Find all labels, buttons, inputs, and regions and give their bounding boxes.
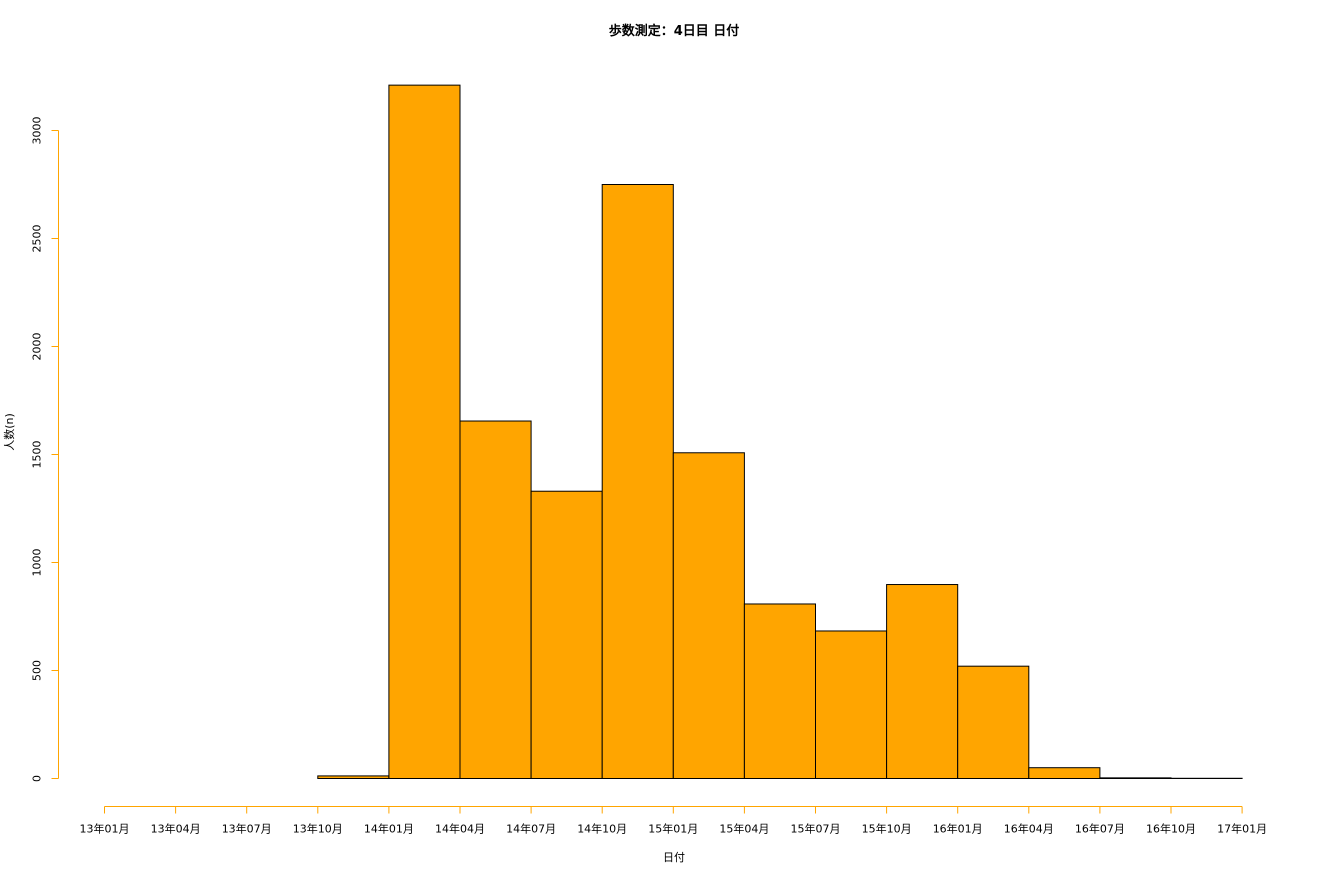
x-axis: 13年01月 13年04月 13年07月 13年10月 14年01月 14年04月 14年0…: [80, 806, 1267, 836]
x-tick-label: 13年04月: [151, 822, 201, 836]
x-tick-label: 13年01月: [80, 822, 130, 836]
y-axis-label: 人数(n): [3, 413, 16, 451]
x-tick-label: 14年07月: [506, 822, 556, 836]
x-tick-label: 14年04月: [435, 822, 485, 836]
histogram-bar: [886, 584, 959, 779]
y-axis: 0 500 1000 1500 2000 2500 3000: [31, 117, 59, 782]
x-tick-label: 15年01月: [648, 822, 698, 836]
y-tick-label: 2000: [31, 333, 44, 361]
x-tick-label: 16年10月: [1146, 822, 1196, 836]
histogram-bar: [1028, 767, 1101, 780]
y-tick-label: 0: [31, 775, 44, 782]
x-tick-label: 17年01月: [1217, 822, 1267, 836]
y-tick-label: 3000: [31, 117, 44, 145]
x-tick-label: 16年04月: [1004, 822, 1054, 836]
y-tick-label: 1000: [31, 549, 44, 577]
histogram-bar: [672, 452, 745, 779]
histogram-bar: [743, 603, 817, 779]
histogram-bar: [601, 184, 674, 779]
x-tick-label: 13年07月: [222, 822, 272, 836]
x-tick-label: 15年10月: [862, 822, 912, 836]
x-tick-label: 14年10月: [577, 822, 627, 836]
x-tick-label: 15年07月: [791, 822, 841, 836]
chart-title: 歩数測定：4日目 日付: [609, 23, 740, 39]
histogram-bar: [530, 490, 603, 779]
histogram-bar: [388, 84, 461, 779]
bars-group: [317, 84, 1243, 780]
x-tick-label: 16年07月: [1075, 822, 1125, 836]
x-tick-label: 16年01月: [933, 822, 983, 836]
y-tick-label: 500: [31, 660, 44, 681]
x-tick-label: 13年10月: [293, 822, 343, 836]
histogram-bar: [1099, 777, 1172, 779]
y-tick-label: 2500: [31, 225, 44, 253]
histogram-bar: [459, 420, 532, 779]
x-axis-label: 日付: [663, 851, 685, 864]
histogram-bar: [317, 775, 390, 780]
y-tick-label: 1500: [31, 441, 44, 469]
x-tick-label: 15年04月: [719, 822, 769, 836]
x-tick-label: 14年01月: [364, 822, 414, 836]
histogram-bar: [957, 665, 1030, 779]
histogram-bar: [815, 630, 888, 779]
